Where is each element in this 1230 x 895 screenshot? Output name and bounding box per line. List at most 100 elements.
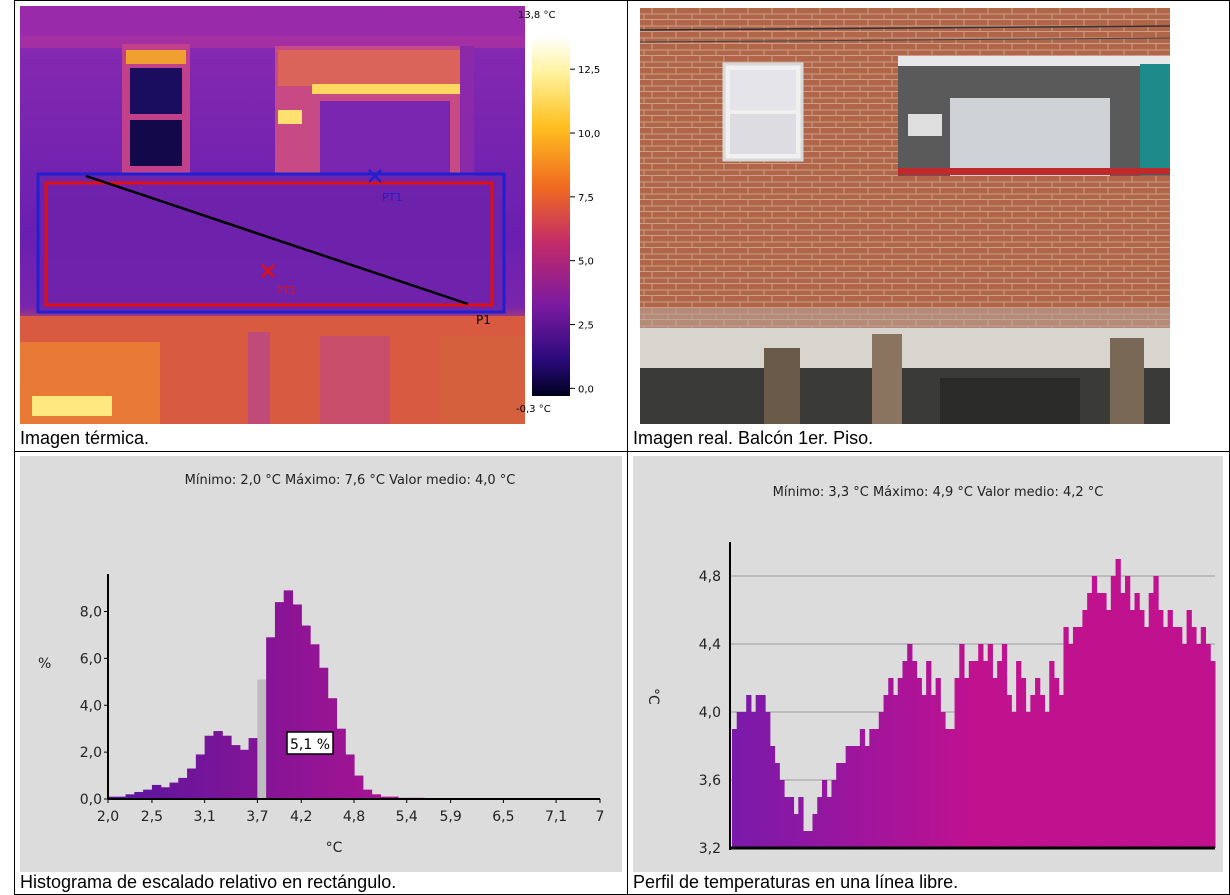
profile-bar <box>1167 610 1173 848</box>
profile-bar <box>798 797 804 848</box>
profile-bar <box>874 729 880 848</box>
profile-bar <box>1200 627 1207 848</box>
histogram-bar <box>292 604 302 799</box>
thermal-image: PT1 PT1 P1 <box>20 6 525 424</box>
colorbar-tick-label: 12,5 <box>578 65 600 76</box>
profile-bar <box>1134 593 1140 848</box>
profile-bar <box>732 729 738 848</box>
histogram-bar <box>336 728 346 799</box>
profile-bar <box>812 814 818 848</box>
profile-ylabel: °C <box>645 688 661 705</box>
scale-max-label: 13,8 °C <box>518 10 555 21</box>
histogram-x-tick-label: 4,2 <box>290 809 312 825</box>
histogram-bar <box>213 731 223 799</box>
profile-bar <box>1054 678 1060 848</box>
profile-bar <box>765 712 771 848</box>
histogram-bar <box>151 784 162 799</box>
profile-bar <box>930 695 937 848</box>
profile-bar <box>911 661 918 848</box>
profile-bar <box>1087 593 1093 848</box>
profile-bar <box>1039 695 1046 848</box>
profile-bar <box>1016 661 1022 848</box>
profile-bar <box>1196 644 1202 848</box>
caption-thermal: Imagen térmica. <box>20 428 150 448</box>
histogram-annotation: 5,1 % <box>290 737 330 753</box>
profile-bar <box>859 729 866 848</box>
profile-bar <box>1191 627 1197 848</box>
profile-y-tick-label: 3,6 <box>699 773 721 789</box>
profile-bar <box>1162 627 1169 848</box>
profile-bar <box>945 729 951 848</box>
histogram-bar <box>266 637 276 799</box>
histogram-bar <box>248 738 258 799</box>
profile-title: Mínimo: 3,3 °C Máximo: 4,9 °C Valor medi… <box>773 485 1104 500</box>
histogram-chart: Mínimo: 2,0 °C Máximo: 7,6 °C Valor medi… <box>20 456 622 872</box>
profile-bar <box>987 644 993 848</box>
profile-bar <box>902 661 908 848</box>
profile-bar <box>1044 712 1050 848</box>
histogram-bar <box>125 794 135 799</box>
histogram-x-tick-label: 3,1 <box>194 809 216 825</box>
profile-bar <box>807 831 813 848</box>
profile-bar <box>1129 610 1135 848</box>
histogram-x-tick-label: 7 <box>596 809 605 825</box>
histogram-ylabel: % <box>38 656 51 672</box>
profile-bar <box>982 661 989 848</box>
profile-bar <box>750 712 757 848</box>
histogram-x-tick-label: 5,4 <box>396 809 418 825</box>
profile-bar <box>1158 610 1164 848</box>
histogram-y-tick-label: 8,0 <box>80 605 102 621</box>
profile-bar <box>1125 576 1131 848</box>
histogram-x-tick-label: 7,1 <box>545 809 567 825</box>
profile-bar <box>1153 576 1159 848</box>
profile-bar <box>926 661 932 848</box>
profile-bar <box>1063 627 1069 848</box>
histogram-bar <box>178 777 188 799</box>
profile-bar <box>793 814 799 848</box>
profile-bar <box>1205 644 1211 848</box>
profile-bar <box>1120 593 1126 848</box>
red-point-marker-b <box>261 264 275 278</box>
profile-bar <box>1181 644 1188 848</box>
profile-bar <box>1077 627 1083 848</box>
profile-bar <box>1025 712 1031 848</box>
colorbar-tick-label: 2,5 <box>578 321 594 332</box>
profile-bar <box>949 729 956 848</box>
histogram-x-tick-label: 2,5 <box>141 809 163 825</box>
histogram-bar <box>283 590 294 799</box>
profile-bar <box>869 729 875 848</box>
profile-chart: Mínimo: 3,3 °C Máximo: 4,9 °C Valor medi… <box>633 456 1223 872</box>
profile-bar <box>1001 644 1008 848</box>
profile-bar <box>774 763 780 848</box>
profile-bar <box>907 644 913 848</box>
profile-bar <box>1143 627 1150 848</box>
profile-bar <box>997 661 1003 848</box>
histogram-bar <box>108 796 118 799</box>
profile-bar <box>1186 610 1192 848</box>
profile-bar <box>968 661 974 848</box>
profile-bar <box>935 678 941 848</box>
profile-y-tick-label: 4,4 <box>699 637 721 653</box>
histogram-bar <box>169 782 179 799</box>
pt1-red-label: PT1 <box>276 284 296 297</box>
profile-bar <box>845 746 851 848</box>
profile-bar <box>1101 593 1107 848</box>
histogram-bar <box>274 602 285 799</box>
profile-bar <box>855 746 861 848</box>
profile-bar <box>1011 712 1017 848</box>
histogram-bar <box>204 735 215 799</box>
profile-bar <box>1049 661 1055 848</box>
histogram-bar <box>301 625 311 799</box>
caption-histogram: Histograma de escalado relativo en rectá… <box>20 872 397 892</box>
profile-bar <box>916 678 922 848</box>
histogram-bar <box>371 794 381 799</box>
profile-bar <box>784 797 790 848</box>
histogram-bar <box>143 789 153 799</box>
profile-bar <box>1068 644 1074 848</box>
histogram-bar <box>116 796 127 799</box>
profile-bar <box>831 780 837 848</box>
colorbar-tick-label: 5,0 <box>578 257 594 268</box>
profile-bar <box>826 797 832 848</box>
profile-bar <box>803 831 809 848</box>
profile-bar <box>755 695 761 848</box>
